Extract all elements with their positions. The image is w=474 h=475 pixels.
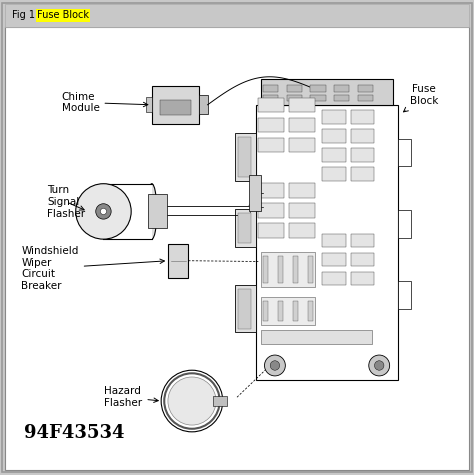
- FancyBboxPatch shape: [261, 330, 372, 344]
- Circle shape: [96, 204, 111, 219]
- Circle shape: [369, 355, 390, 376]
- FancyBboxPatch shape: [351, 253, 374, 266]
- FancyBboxPatch shape: [289, 98, 315, 113]
- FancyBboxPatch shape: [263, 86, 278, 92]
- FancyBboxPatch shape: [308, 256, 313, 284]
- FancyBboxPatch shape: [199, 95, 208, 114]
- FancyBboxPatch shape: [289, 183, 315, 198]
- FancyBboxPatch shape: [287, 86, 302, 92]
- FancyBboxPatch shape: [292, 301, 298, 322]
- FancyBboxPatch shape: [235, 133, 256, 180]
- FancyBboxPatch shape: [398, 210, 411, 238]
- FancyBboxPatch shape: [322, 167, 346, 180]
- FancyBboxPatch shape: [263, 95, 278, 101]
- Ellipse shape: [147, 184, 157, 239]
- FancyBboxPatch shape: [238, 289, 251, 329]
- FancyBboxPatch shape: [358, 86, 373, 92]
- Circle shape: [100, 209, 107, 215]
- FancyBboxPatch shape: [258, 183, 284, 198]
- FancyBboxPatch shape: [289, 138, 315, 152]
- FancyBboxPatch shape: [310, 95, 326, 101]
- FancyBboxPatch shape: [310, 86, 326, 92]
- Circle shape: [374, 361, 384, 370]
- FancyBboxPatch shape: [289, 203, 315, 218]
- FancyBboxPatch shape: [263, 301, 268, 322]
- FancyBboxPatch shape: [263, 256, 268, 284]
- FancyBboxPatch shape: [334, 95, 349, 101]
- FancyBboxPatch shape: [278, 256, 283, 284]
- FancyBboxPatch shape: [351, 148, 374, 162]
- FancyBboxPatch shape: [322, 272, 346, 285]
- FancyBboxPatch shape: [261, 252, 315, 287]
- FancyBboxPatch shape: [5, 4, 469, 27]
- Circle shape: [161, 370, 223, 432]
- FancyBboxPatch shape: [5, 27, 469, 470]
- FancyBboxPatch shape: [289, 118, 315, 132]
- Text: 94F43534: 94F43534: [24, 424, 124, 442]
- FancyBboxPatch shape: [235, 285, 256, 332]
- FancyBboxPatch shape: [249, 175, 261, 210]
- Text: Chime
Module: Chime Module: [62, 92, 148, 113]
- FancyBboxPatch shape: [261, 79, 393, 105]
- FancyBboxPatch shape: [258, 118, 284, 132]
- FancyBboxPatch shape: [351, 129, 374, 142]
- FancyBboxPatch shape: [322, 148, 346, 162]
- FancyBboxPatch shape: [160, 100, 191, 115]
- FancyBboxPatch shape: [258, 223, 284, 238]
- Text: Windshield
Wiper
Circuit
Breaker: Windshield Wiper Circuit Breaker: [21, 246, 164, 291]
- Text: Fuse Block: Fuse Block: [37, 10, 89, 20]
- Circle shape: [164, 373, 219, 429]
- FancyBboxPatch shape: [334, 86, 349, 92]
- FancyBboxPatch shape: [258, 98, 284, 113]
- FancyBboxPatch shape: [146, 97, 152, 113]
- FancyBboxPatch shape: [398, 281, 411, 309]
- FancyBboxPatch shape: [322, 129, 346, 142]
- FancyBboxPatch shape: [289, 223, 315, 238]
- FancyBboxPatch shape: [322, 234, 346, 247]
- FancyBboxPatch shape: [287, 95, 302, 101]
- FancyBboxPatch shape: [258, 138, 284, 152]
- Circle shape: [168, 377, 216, 425]
- FancyBboxPatch shape: [238, 213, 251, 243]
- Text: Fuse
Block: Fuse Block: [403, 85, 438, 112]
- FancyBboxPatch shape: [358, 95, 373, 101]
- FancyBboxPatch shape: [148, 194, 167, 228]
- FancyBboxPatch shape: [351, 167, 374, 180]
- Circle shape: [264, 355, 285, 376]
- FancyBboxPatch shape: [213, 396, 227, 406]
- FancyBboxPatch shape: [398, 139, 411, 166]
- Text: Turn
Signal
Flasher: Turn Signal Flasher: [47, 185, 85, 218]
- FancyBboxPatch shape: [2, 3, 472, 472]
- FancyBboxPatch shape: [351, 234, 374, 247]
- Circle shape: [76, 184, 131, 239]
- Text: Fig 1:: Fig 1:: [12, 10, 41, 20]
- Text: Hazard
Flasher: Hazard Flasher: [104, 387, 158, 408]
- FancyBboxPatch shape: [322, 111, 346, 124]
- FancyBboxPatch shape: [308, 301, 313, 322]
- FancyBboxPatch shape: [322, 253, 346, 266]
- FancyBboxPatch shape: [258, 203, 284, 218]
- Polygon shape: [103, 184, 152, 238]
- Circle shape: [270, 361, 280, 370]
- FancyBboxPatch shape: [351, 272, 374, 285]
- FancyBboxPatch shape: [292, 256, 298, 284]
- FancyBboxPatch shape: [152, 86, 199, 124]
- FancyBboxPatch shape: [256, 105, 398, 380]
- FancyBboxPatch shape: [235, 209, 256, 247]
- FancyBboxPatch shape: [168, 244, 188, 278]
- FancyBboxPatch shape: [351, 111, 374, 124]
- FancyBboxPatch shape: [238, 137, 251, 177]
- FancyBboxPatch shape: [261, 297, 315, 325]
- FancyBboxPatch shape: [278, 301, 283, 322]
